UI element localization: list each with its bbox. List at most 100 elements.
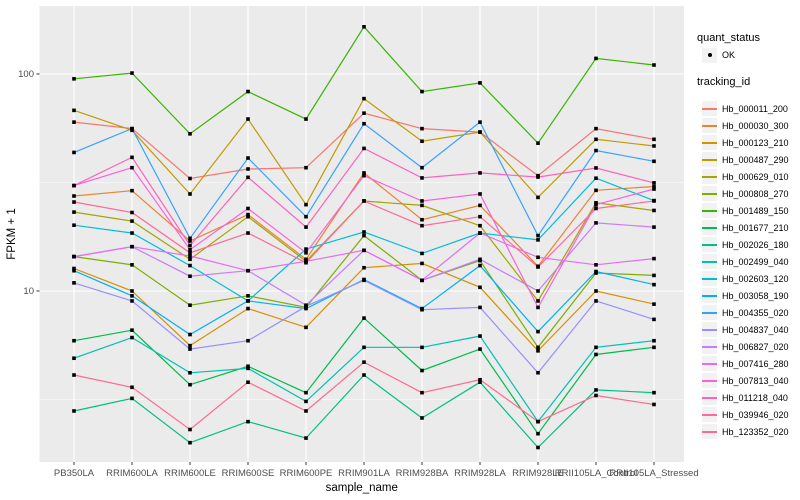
data-point — [72, 409, 76, 413]
legend-tracking-items: Hb_000011_200 Hb_000030_300 Hb_000123_210 H… — [702, 100, 789, 440]
x-tick-label-RRIM600SE: RRIM600SE — [222, 468, 275, 479]
data-point — [652, 159, 656, 164]
legend-key-box — [702, 203, 717, 218]
legend-item-label: Hb_002499_040 — [722, 256, 789, 267]
legend-item-ok: OK — [702, 47, 735, 63]
data-point — [246, 206, 250, 211]
x-tick-label-RRII105LA_Stressed: RRII105LA_Stressed — [609, 468, 698, 479]
data-point — [478, 192, 482, 196]
line-swatch-icon — [702, 192, 717, 195]
data-point — [594, 289, 598, 293]
legend-item-label: Hb_001677_210 — [722, 222, 789, 233]
data-point — [420, 217, 424, 222]
data-point — [72, 356, 76, 361]
legend-key-box — [702, 169, 717, 184]
line-swatch-icon — [702, 226, 717, 229]
data-point — [188, 440, 192, 445]
data-point — [478, 263, 482, 268]
data-point — [130, 289, 134, 293]
data-point — [246, 366, 250, 371]
data-point — [478, 214, 482, 219]
data-point — [246, 294, 250, 298]
data-point — [72, 194, 76, 198]
data-point — [420, 89, 424, 94]
data-point — [362, 111, 366, 115]
data-point — [72, 77, 76, 81]
data-point — [594, 352, 598, 357]
data-point — [594, 202, 598, 207]
legend-item-Hb_001489_150: Hb_001489_150 — [702, 202, 789, 219]
data-point — [304, 409, 308, 413]
data-point — [130, 299, 134, 303]
legend-item-Hb_011218_040: Hb_011218_040 — [702, 389, 789, 406]
legend-item-label: Hb_000629_010 — [722, 171, 789, 182]
data-point — [362, 96, 366, 101]
legend-item-label: Hb_000808_270 — [722, 188, 789, 199]
data-point — [420, 203, 424, 208]
data-point — [188, 132, 192, 136]
data-point — [188, 236, 192, 241]
data-point — [304, 257, 308, 262]
data-point — [72, 223, 76, 228]
x-axis-title: sample_name — [326, 482, 398, 494]
x-tick-label-RRII105LA_Control: RRII105LA_Control — [555, 468, 637, 479]
data-point — [420, 139, 424, 144]
legend-key-box — [702, 101, 717, 116]
data-point — [478, 305, 482, 310]
data-point — [246, 167, 250, 171]
data-point — [72, 210, 76, 214]
data-point — [246, 117, 250, 121]
legend-item-Hb_039946_020: Hb_039946_020 — [702, 406, 789, 423]
data-point — [304, 247, 308, 251]
data-point — [188, 343, 192, 348]
data-point — [188, 176, 192, 181]
legend-item-label: Hb_002603_120 — [722, 273, 789, 284]
data-point — [246, 380, 250, 384]
x-tick-label-RRIM928LA: RRIM928LA — [454, 468, 506, 479]
data-point — [304, 260, 308, 265]
data-point — [478, 334, 482, 338]
data-point — [188, 347, 192, 351]
legend-key-box — [702, 118, 717, 133]
legend-item-label: Hb_000487_290 — [722, 154, 789, 165]
data-point — [536, 419, 540, 424]
data-point — [536, 265, 540, 269]
legend-key-box — [702, 373, 717, 388]
legend-item-Hb_000808_270: Hb_000808_270 — [702, 185, 789, 202]
data-point — [304, 214, 308, 219]
legend-item-Hb_123352_020: Hb_123352_020 — [702, 423, 789, 440]
data-point — [362, 360, 366, 364]
data-point — [362, 316, 366, 320]
data-point — [652, 187, 656, 191]
data-point — [72, 120, 76, 124]
legend-item-label: Hb_000030_300 — [722, 120, 789, 131]
data-point — [130, 231, 134, 235]
data-point — [304, 225, 308, 229]
data-point — [362, 171, 366, 175]
data-point — [362, 199, 366, 203]
data-point — [246, 156, 250, 160]
legend-item-label: Hb_000123_210 — [722, 137, 789, 148]
data-point — [536, 329, 540, 334]
line-swatch-icon — [702, 430, 717, 433]
data-point — [652, 317, 656, 322]
data-point — [304, 250, 308, 255]
data-point — [130, 219, 134, 223]
data-point — [304, 202, 308, 207]
data-point — [652, 181, 656, 185]
legend-item-Hb_001677_210: Hb_001677_210 — [702, 219, 789, 236]
point-marker-icon — [707, 53, 712, 57]
legend-key-box — [702, 424, 717, 439]
data-point — [130, 188, 134, 193]
data-point — [420, 199, 424, 203]
data-point — [420, 176, 424, 180]
legend-item-label: Hb_006827_020 — [722, 341, 789, 352]
data-point — [188, 332, 192, 337]
data-point — [420, 368, 424, 373]
data-point — [594, 56, 598, 61]
data-point — [594, 176, 598, 180]
data-point — [594, 263, 598, 267]
legend-item-label: Hb_001489_150 — [722, 205, 789, 216]
data-point — [130, 71, 134, 75]
